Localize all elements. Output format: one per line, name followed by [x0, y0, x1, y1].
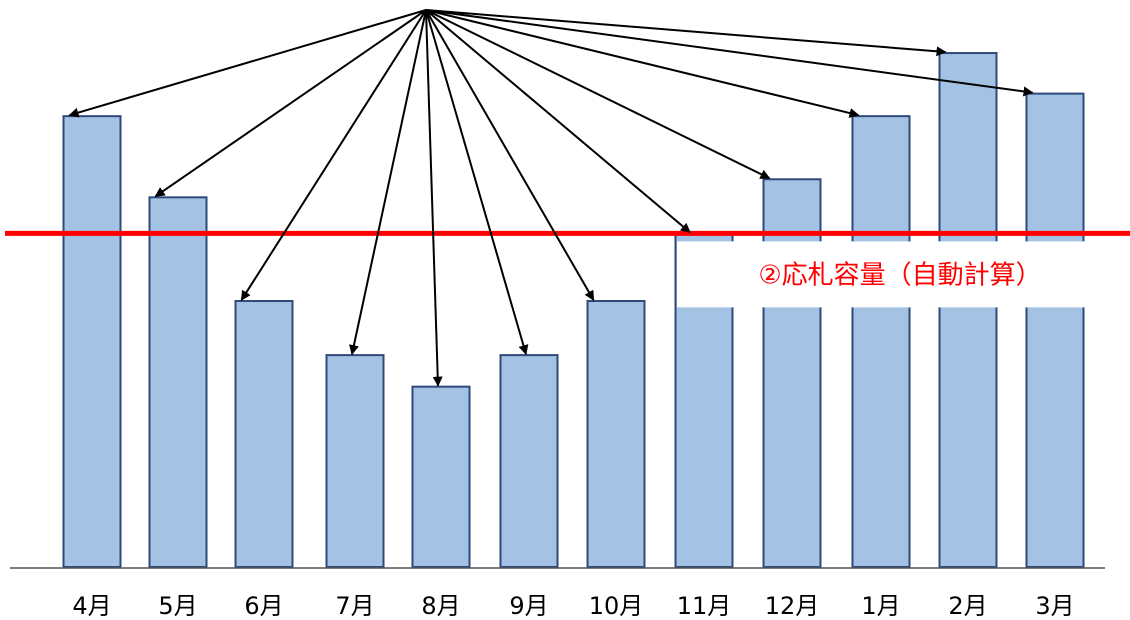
x-tick-label: 9月: [509, 592, 548, 620]
x-tick-label: 10月: [589, 592, 644, 620]
bar-1: [62, 115, 122, 569]
bars-layer: [62, 52, 1085, 569]
arrow-to-bar-12: [425, 9, 1034, 97]
arrows-layer: [68, 9, 1034, 387]
threshold-label: ②応札容量（自動計算）: [758, 260, 1041, 290]
bar-7: [586, 300, 646, 568]
arrow-to-bar-1: [68, 9, 427, 118]
arrow-to-bar-10: [425, 9, 860, 118]
x-tick-label: 12月: [765, 592, 820, 620]
x-tick-labels: 4月 5月 6月 7月 8月 9月 10月 11月 12月 1月 2月 3月: [72, 592, 1074, 620]
arrow-to-bar-2: [154, 9, 427, 198]
annotation-background: [677, 241, 1110, 308]
x-tick-label: 3月: [1035, 592, 1074, 620]
arrow-to-bar-3: [240, 9, 427, 301]
bar-4: [325, 354, 385, 568]
bar-6: [499, 354, 559, 568]
x-tick-label: 8月: [421, 592, 460, 620]
x-tick-label: 7月: [335, 592, 374, 620]
bar-10: [851, 115, 911, 569]
x-tick-label: 5月: [158, 592, 197, 620]
bar-5: [411, 385, 471, 568]
bar-9: [762, 178, 822, 569]
arrow-to-bar-5: [425, 9, 443, 387]
arrow-to-bar-9: [425, 9, 771, 180]
arrow-to-bar-11: [425, 9, 947, 57]
x-tick-label: 2月: [948, 592, 987, 620]
bar-11: [938, 52, 998, 569]
x-tick-label: 4月: [72, 592, 111, 620]
threshold-group: ②応札容量（自動計算）: [5, 230, 1130, 308]
arrow-to-bar-8: [425, 9, 691, 234]
bar-2: [148, 196, 208, 568]
x-tick-label: 6月: [244, 592, 283, 620]
x-tick-label: 1月: [861, 592, 900, 620]
arrow-to-bar-6: [425, 9, 529, 356]
arrow-to-bar-4: [349, 9, 427, 356]
bar-12: [1025, 92, 1085, 568]
arrow-to-bar-7: [425, 9, 595, 301]
bar-3: [234, 300, 294, 568]
x-tick-label: 11月: [677, 592, 732, 620]
